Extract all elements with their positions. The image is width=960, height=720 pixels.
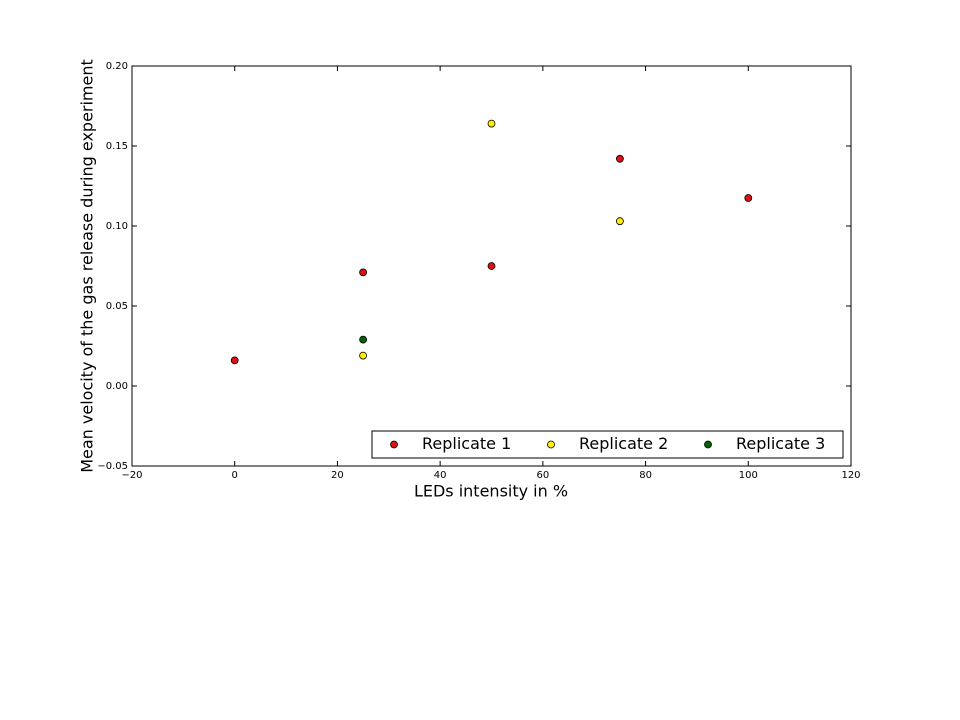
point	[359, 268, 368, 277]
legend-label: Replicate 1	[422, 434, 511, 453]
y-tick-label: 0.15	[106, 141, 128, 152]
x-tick-label: 0	[232, 470, 238, 481]
y-tick-label: 0.00	[106, 381, 128, 392]
y-tick-label: 0.20	[106, 61, 128, 72]
legend-marker	[704, 440, 712, 449]
point	[230, 356, 239, 365]
x-axis-label: LEDs intensity in %	[414, 482, 568, 501]
point	[615, 217, 624, 226]
legend-marker	[390, 440, 398, 449]
point	[487, 119, 496, 128]
point	[615, 154, 624, 163]
x-tick-label: 60	[536, 470, 549, 481]
legend-box	[371, 430, 844, 459]
plot-area	[131, 65, 852, 467]
legend-marker	[547, 440, 555, 449]
point	[359, 335, 368, 344]
point	[359, 351, 368, 360]
x-tick-label: 20	[331, 470, 344, 481]
legend-label: Replicate 2	[579, 434, 668, 453]
legend-label: Replicate 3	[736, 434, 825, 453]
point	[487, 262, 496, 270]
y-tick-label: −0.05	[97, 461, 128, 472]
y-axis-label: Mean velocity of the gas release during …	[78, 59, 97, 473]
x-tick-label: 120	[841, 470, 860, 481]
x-tick-label: 40	[434, 470, 447, 481]
y-tick-label: 0.10	[106, 221, 128, 232]
x-tick-label: −20	[121, 470, 142, 481]
x-tick-label: 80	[639, 470, 652, 481]
point	[744, 194, 753, 202]
x-tick-label: 100	[739, 470, 758, 481]
y-tick-label: 0.05	[106, 301, 128, 312]
